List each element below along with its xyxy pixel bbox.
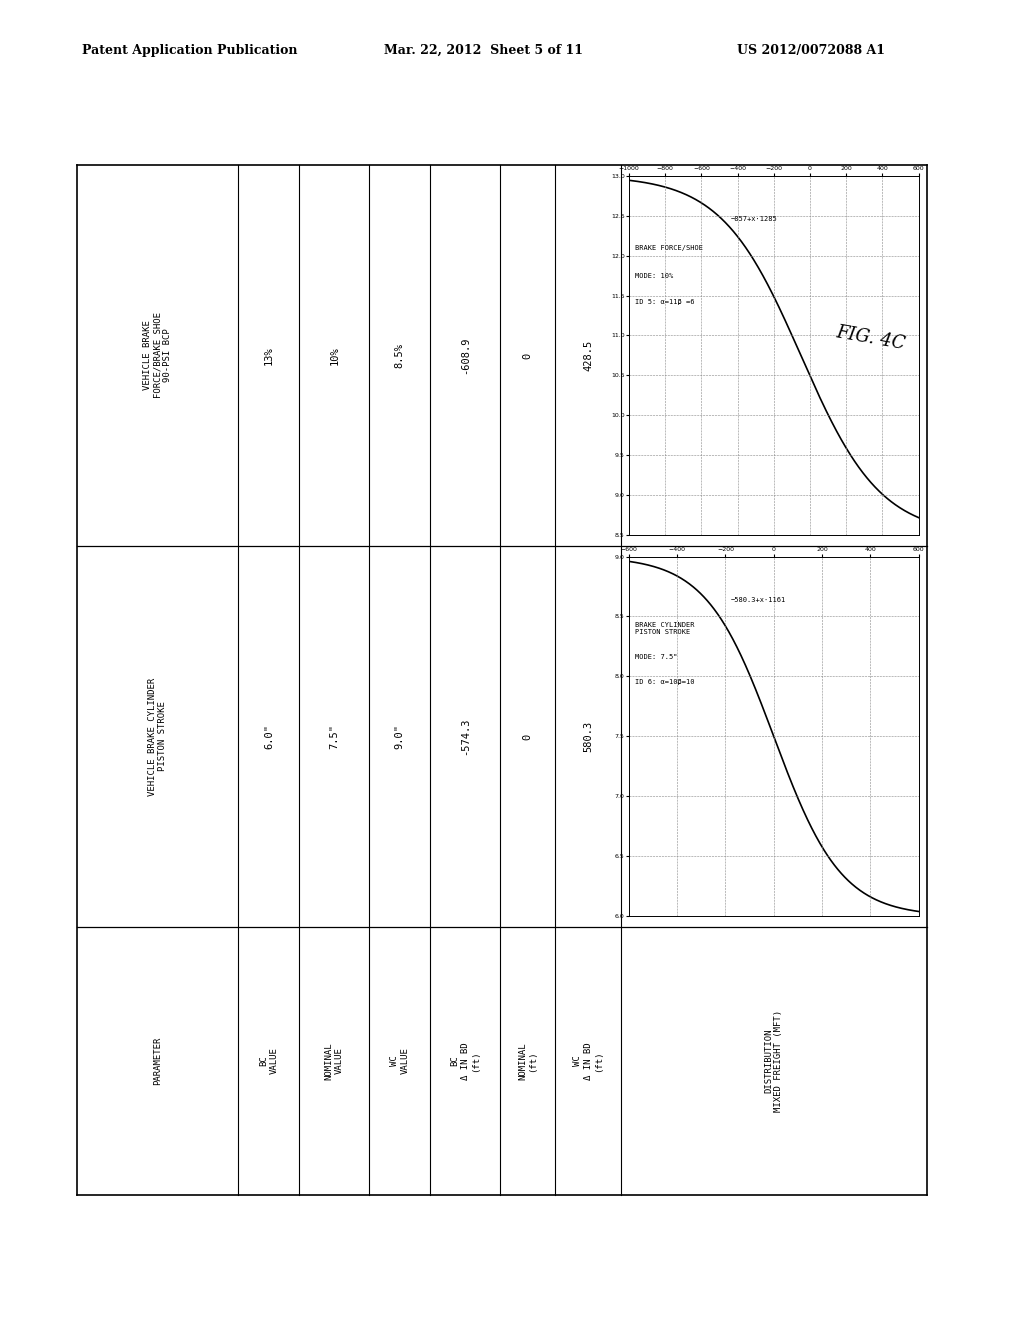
Text: 8.5%: 8.5% — [395, 343, 404, 368]
Text: 13%: 13% — [264, 346, 273, 364]
Text: Mar. 22, 2012  Sheet 5 of 11: Mar. 22, 2012 Sheet 5 of 11 — [384, 44, 583, 57]
Text: PARAMETER: PARAMETER — [153, 1036, 162, 1085]
Text: 10%: 10% — [330, 346, 339, 364]
Text: ID 6: α=10β=10: ID 6: α=10β=10 — [635, 680, 694, 685]
Text: BC
Δ IN BD
(ft): BC Δ IN BD (ft) — [451, 1041, 480, 1080]
Text: WC
VALUE: WC VALUE — [390, 1047, 410, 1074]
Text: -608.9: -608.9 — [460, 337, 470, 375]
Text: BC
VALUE: BC VALUE — [259, 1047, 279, 1074]
Text: BRAKE FORCE/SHOE: BRAKE FORCE/SHOE — [635, 244, 702, 251]
Text: -574.3: -574.3 — [460, 718, 470, 755]
Text: −580.3+x·1161: −580.3+x·1161 — [730, 597, 785, 603]
Text: Patent Application Publication: Patent Application Publication — [82, 44, 297, 57]
Text: VEHICLE BRAKE CYLINDER
PISTON STROKE: VEHICLE BRAKE CYLINDER PISTON STROKE — [147, 677, 167, 796]
Text: FIG. 4C: FIG. 4C — [835, 323, 906, 354]
Text: BRAKE CYLINDER
PISTON STROKE: BRAKE CYLINDER PISTON STROKE — [635, 622, 694, 635]
Text: MODE: 7.5": MODE: 7.5" — [635, 655, 677, 660]
Text: NOMINAL
VALUE: NOMINAL VALUE — [325, 1041, 344, 1080]
Text: 6.0": 6.0" — [264, 723, 273, 748]
Text: MODE: 10%: MODE: 10% — [635, 273, 673, 280]
Text: −857+x·1285: −857+x·1285 — [730, 215, 777, 222]
Text: ID 5: α=11β =6: ID 5: α=11β =6 — [635, 298, 694, 305]
Text: 9.0": 9.0" — [395, 723, 404, 748]
Text: 0: 0 — [522, 352, 532, 359]
Text: DISTRIBUTION
MIXED FREIGHT (MFT): DISTRIBUTION MIXED FREIGHT (MFT) — [764, 1010, 783, 1111]
Text: NOMINAL
(ft): NOMINAL (ft) — [518, 1041, 538, 1080]
Text: 428.5: 428.5 — [583, 339, 593, 371]
Text: 580.3: 580.3 — [583, 721, 593, 752]
Text: US 2012/0072088 A1: US 2012/0072088 A1 — [737, 44, 886, 57]
Text: 0: 0 — [522, 734, 532, 739]
Text: VEHICLE BRAKE
FORCE/BRAKE SHOE
90-PSI BCP: VEHICLE BRAKE FORCE/BRAKE SHOE 90-PSI BC… — [142, 313, 172, 399]
Text: WC
Δ IN BD
(ft): WC Δ IN BD (ft) — [573, 1041, 603, 1080]
Text: 7.5": 7.5" — [330, 723, 339, 748]
